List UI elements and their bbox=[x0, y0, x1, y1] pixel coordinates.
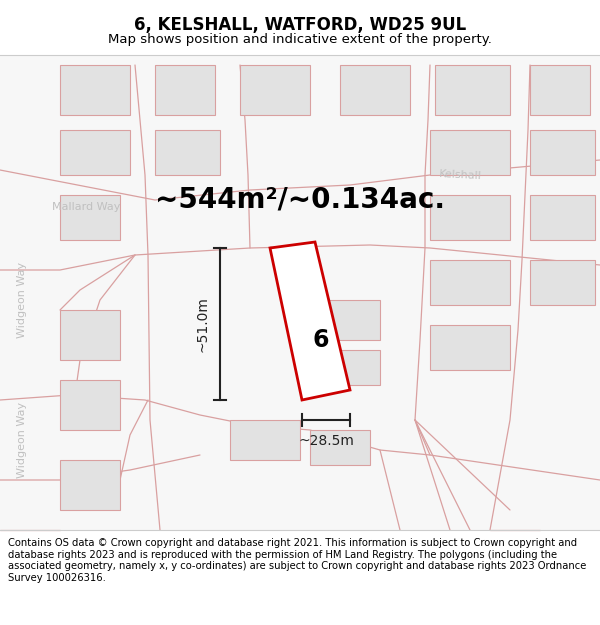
Polygon shape bbox=[340, 65, 410, 115]
Polygon shape bbox=[430, 195, 510, 240]
Text: Mallard Way: Mallard Way bbox=[52, 202, 121, 212]
Text: ~28.5m: ~28.5m bbox=[298, 434, 354, 448]
Text: 6, KELSHALL, WATFORD, WD25 9UL: 6, KELSHALL, WATFORD, WD25 9UL bbox=[134, 16, 466, 34]
Polygon shape bbox=[60, 65, 130, 115]
Polygon shape bbox=[530, 130, 595, 175]
Polygon shape bbox=[60, 460, 120, 510]
Bar bbox=[0, 55, 600, 530]
Text: Widgeon Way: Widgeon Way bbox=[17, 262, 27, 338]
Polygon shape bbox=[430, 130, 510, 175]
Polygon shape bbox=[530, 65, 590, 115]
Text: Kelshall: Kelshall bbox=[268, 246, 311, 258]
Text: Widgeon Way: Widgeon Way bbox=[17, 402, 27, 478]
Polygon shape bbox=[155, 130, 220, 175]
Polygon shape bbox=[270, 242, 350, 400]
Polygon shape bbox=[155, 65, 215, 115]
Polygon shape bbox=[60, 130, 130, 175]
Polygon shape bbox=[430, 260, 510, 305]
Polygon shape bbox=[320, 300, 380, 340]
Polygon shape bbox=[430, 325, 510, 370]
Polygon shape bbox=[530, 260, 595, 305]
Polygon shape bbox=[60, 310, 120, 360]
Text: ~544m²/~0.134ac.: ~544m²/~0.134ac. bbox=[155, 186, 445, 214]
Text: 6: 6 bbox=[313, 328, 329, 352]
Polygon shape bbox=[60, 195, 120, 240]
Text: Map shows position and indicative extent of the property.: Map shows position and indicative extent… bbox=[108, 33, 492, 46]
Text: Contains OS data © Crown copyright and database right 2021. This information is : Contains OS data © Crown copyright and d… bbox=[8, 538, 586, 582]
Polygon shape bbox=[230, 420, 300, 460]
Polygon shape bbox=[240, 65, 310, 115]
Polygon shape bbox=[435, 65, 510, 115]
Polygon shape bbox=[60, 380, 120, 430]
Polygon shape bbox=[310, 430, 370, 465]
Polygon shape bbox=[530, 195, 595, 240]
Polygon shape bbox=[320, 350, 380, 385]
Text: Kelshall: Kelshall bbox=[439, 169, 482, 181]
Text: ~51.0m: ~51.0m bbox=[196, 296, 210, 352]
